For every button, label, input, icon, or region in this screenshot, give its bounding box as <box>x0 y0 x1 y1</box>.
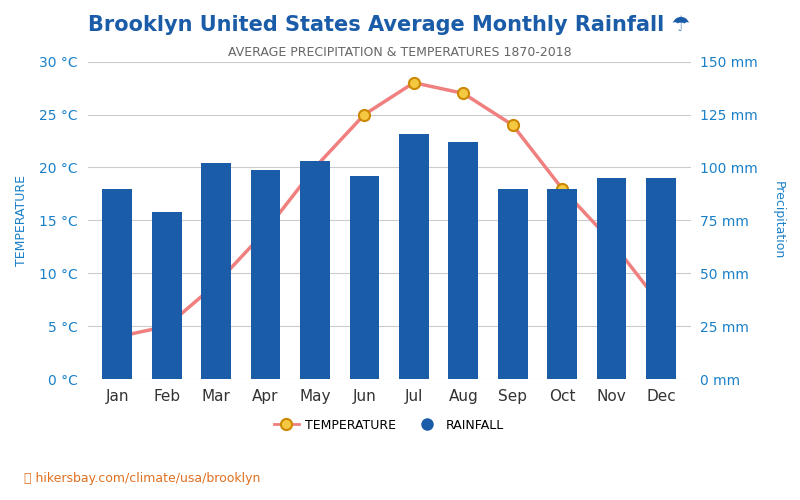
Bar <box>547 188 577 379</box>
Bar <box>399 134 429 379</box>
Bar <box>250 170 280 379</box>
Bar <box>498 188 527 379</box>
Bar <box>300 161 330 379</box>
Bar <box>102 188 132 379</box>
Text: AVERAGE PRECIPITATION & TEMPERATURES 1870-2018: AVERAGE PRECIPITATION & TEMPERATURES 187… <box>228 46 572 59</box>
Title: Brooklyn United States Average Monthly Rainfall ☂: Brooklyn United States Average Monthly R… <box>88 15 690 35</box>
Y-axis label: TEMPERATURE: TEMPERATURE <box>15 175 28 266</box>
Y-axis label: Precipitation: Precipitation <box>772 182 785 260</box>
Legend: TEMPERATURE, RAINFALL: TEMPERATURE, RAINFALL <box>269 414 510 436</box>
Bar <box>597 178 626 379</box>
Bar <box>202 163 231 379</box>
Text: 📍 hikersbay.com/climate/usa/brooklyn: 📍 hikersbay.com/climate/usa/brooklyn <box>24 472 260 485</box>
Bar <box>449 142 478 379</box>
Bar <box>646 178 676 379</box>
Bar <box>350 176 379 379</box>
Bar <box>152 212 182 379</box>
